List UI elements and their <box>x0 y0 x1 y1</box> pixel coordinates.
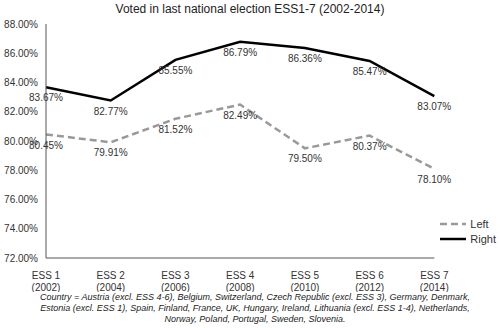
svg-text:ESS 5(2010): ESS 5(2010) <box>290 270 319 292</box>
html-text:Right: Right <box>470 233 496 245</box>
svg-text:84.00%: 84.00% <box>8 77 38 88</box>
svg-text:78.10%: 78.10% <box>417 174 451 185</box>
svg-text:85.47%: 85.47% <box>353 66 387 77</box>
svg-text:83.67%: 83.67% <box>29 92 63 103</box>
svg-text:83.07%: 83.07% <box>417 101 451 112</box>
svg-text:79.50%: 79.50% <box>288 153 322 164</box>
html-text:Country = Austria (excl. ESS 4: Country = Austria (excl. ESS 4-6), Belgi… <box>40 292 470 324</box>
svg-text:76.00%: 76.00% <box>8 194 38 205</box>
svg-text:86.00%: 86.00% <box>8 48 38 59</box>
svg-text:72.00%: 72.00% <box>8 253 38 264</box>
svg-text:ESS 1(2002): ESS 1(2002) <box>32 270 61 292</box>
svg-text:ESS 7(2014): ESS 7(2014) <box>420 270 449 292</box>
svg-text:ESS 3(2006): ESS 3(2006) <box>161 270 190 292</box>
svg-text:74.00%: 74.00% <box>8 223 38 234</box>
svg-text:79.91%: 79.91% <box>94 147 128 158</box>
html-text:Left: Left <box>470 218 489 230</box>
svg-text:80.37%: 80.37% <box>353 141 387 152</box>
svg-text:82.00%: 82.00% <box>8 106 38 117</box>
svg-text:ESS 6(2012): ESS 6(2012) <box>355 270 384 292</box>
svg-text:81.52%: 81.52% <box>158 124 192 135</box>
svg-text:88.00%: 88.00% <box>8 19 38 30</box>
svg-text:82.49%: 82.49% <box>223 110 257 121</box>
svg-text:82.77%: 82.77% <box>94 106 128 117</box>
svg-text:85.55%: 85.55% <box>158 65 192 76</box>
svg-text:80.45%: 80.45% <box>29 140 63 151</box>
svg-text:ESS 4(2008): ESS 4(2008) <box>226 270 255 292</box>
html-text:Voted in last national electio: Voted in last national election ESS1-7 (… <box>115 2 385 16</box>
svg-text:86.79%: 86.79% <box>223 47 257 58</box>
svg-text:78.00%: 78.00% <box>8 165 38 176</box>
svg-text:86.36%: 86.36% <box>288 53 322 64</box>
svg-text:ESS 2(2004): ESS 2(2004) <box>96 270 125 292</box>
